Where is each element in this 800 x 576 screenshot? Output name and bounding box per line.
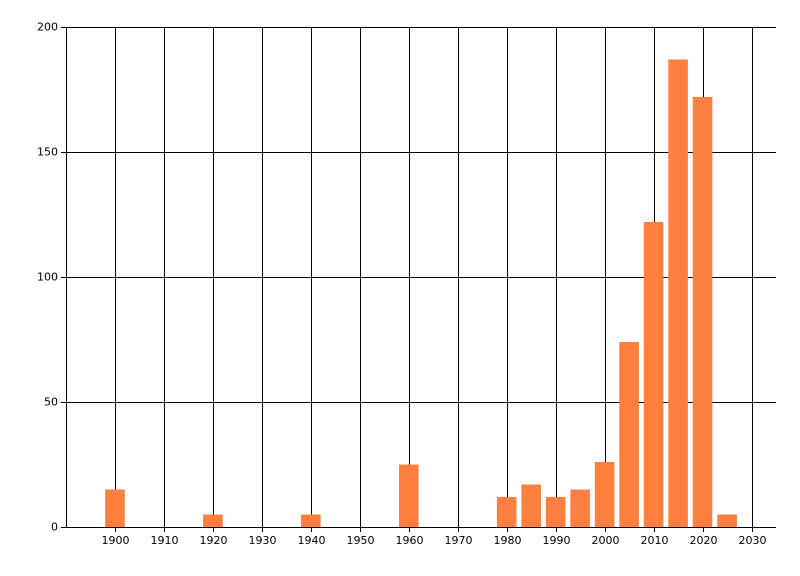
- x-tick-label: 1980: [494, 534, 522, 547]
- y-tick-label: 200: [37, 21, 58, 34]
- bar: [496, 497, 517, 527]
- bar: [668, 59, 688, 527]
- x-tick-label: 1990: [543, 534, 571, 547]
- bar: [545, 497, 566, 527]
- bar: [398, 464, 419, 527]
- x-tick-label: 2010: [641, 534, 669, 547]
- y-tick-label: 150: [37, 146, 58, 159]
- bar: [570, 489, 590, 527]
- y-tick-label: 50: [44, 396, 58, 409]
- x-tick-label: 1940: [298, 534, 326, 547]
- bar: [203, 514, 223, 527]
- y-tick-label: 100: [37, 271, 58, 284]
- bar: [301, 514, 321, 527]
- x-tick-label: 1900: [102, 534, 130, 547]
- bar: [717, 514, 737, 527]
- bar: [619, 342, 639, 527]
- bar: [105, 489, 125, 527]
- bar: [692, 97, 713, 527]
- x-tick-label: 1910: [151, 534, 179, 547]
- bar: [521, 484, 541, 527]
- bar: [643, 222, 664, 527]
- y-tick-label: 0: [51, 521, 58, 534]
- x-tick-label: 1930: [249, 534, 277, 547]
- x-tick-label: 2030: [739, 534, 767, 547]
- x-tick-label: 1920: [200, 534, 228, 547]
- bar: [594, 462, 615, 527]
- x-tick-label: 1960: [396, 534, 424, 547]
- x-tick-label: 2000: [592, 534, 620, 547]
- x-tick-label: 1970: [445, 534, 473, 547]
- x-tick-label: 1950: [347, 534, 375, 547]
- x-tick-label: 2020: [690, 534, 718, 547]
